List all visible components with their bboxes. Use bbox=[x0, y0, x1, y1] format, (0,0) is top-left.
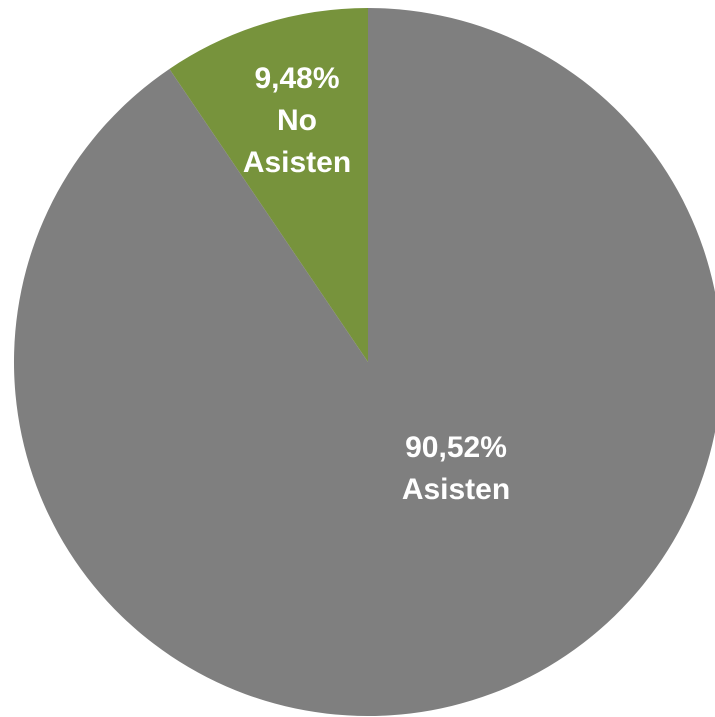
slice-category-label: Asisten bbox=[243, 146, 351, 179]
pie-slices bbox=[13, 7, 715, 716]
pie-labels: 9,48% No Asisten 90,52% Asisten bbox=[243, 62, 510, 506]
slice-category-label: No bbox=[277, 104, 317, 137]
slice-label-0: 9,48% No Asisten bbox=[243, 62, 351, 179]
slice-label-1: 90,52% Asisten bbox=[402, 431, 510, 506]
slice-percent-label: 90,52% bbox=[405, 431, 507, 464]
slice-category-label: Asisten bbox=[402, 473, 510, 506]
slice-percent-label: 9,48% bbox=[254, 62, 339, 95]
pie-slice-0 bbox=[169, 7, 368, 362]
pie-slice-1 bbox=[13, 8, 715, 716]
